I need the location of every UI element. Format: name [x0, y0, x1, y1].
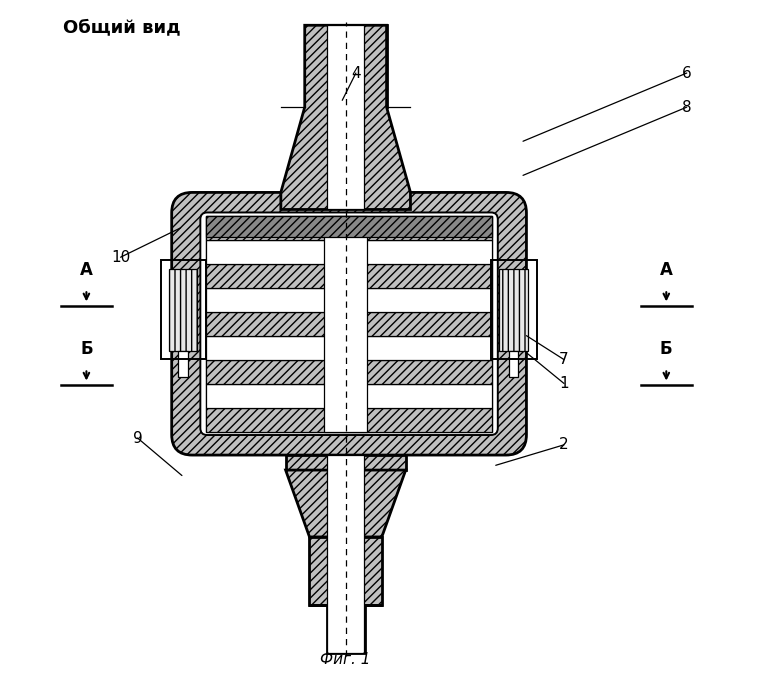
Text: 10: 10: [111, 250, 130, 264]
Text: 4: 4: [351, 66, 360, 81]
Polygon shape: [281, 25, 410, 210]
Polygon shape: [324, 216, 367, 432]
Text: Общий вид: Общий вид: [62, 18, 180, 36]
FancyBboxPatch shape: [172, 192, 526, 455]
Polygon shape: [285, 470, 406, 537]
Polygon shape: [206, 216, 492, 240]
Polygon shape: [168, 269, 197, 351]
Text: 6: 6: [682, 66, 692, 81]
Polygon shape: [305, 25, 387, 107]
Text: Б: Б: [660, 340, 672, 358]
Text: 1: 1: [559, 376, 569, 391]
Polygon shape: [310, 537, 382, 605]
Polygon shape: [206, 384, 492, 408]
Polygon shape: [206, 336, 492, 360]
Polygon shape: [206, 240, 492, 264]
Polygon shape: [206, 360, 492, 384]
Polygon shape: [328, 455, 364, 653]
Text: 7: 7: [559, 352, 569, 367]
Polygon shape: [499, 269, 528, 351]
Text: А: А: [660, 261, 672, 279]
Polygon shape: [206, 216, 492, 238]
Text: Фиг. 1: Фиг. 1: [321, 651, 371, 667]
Polygon shape: [285, 455, 406, 470]
Text: 8: 8: [682, 99, 692, 114]
Polygon shape: [206, 264, 492, 288]
Text: Б: Б: [80, 340, 93, 358]
Polygon shape: [206, 216, 492, 432]
FancyBboxPatch shape: [200, 212, 498, 435]
Polygon shape: [206, 408, 492, 432]
Polygon shape: [179, 351, 188, 377]
Polygon shape: [509, 351, 519, 377]
Text: А: А: [80, 261, 93, 279]
Polygon shape: [206, 312, 492, 336]
Polygon shape: [328, 25, 364, 210]
Text: 2: 2: [559, 437, 569, 452]
Text: 9: 9: [133, 430, 143, 445]
Polygon shape: [206, 288, 492, 312]
Polygon shape: [327, 605, 365, 653]
